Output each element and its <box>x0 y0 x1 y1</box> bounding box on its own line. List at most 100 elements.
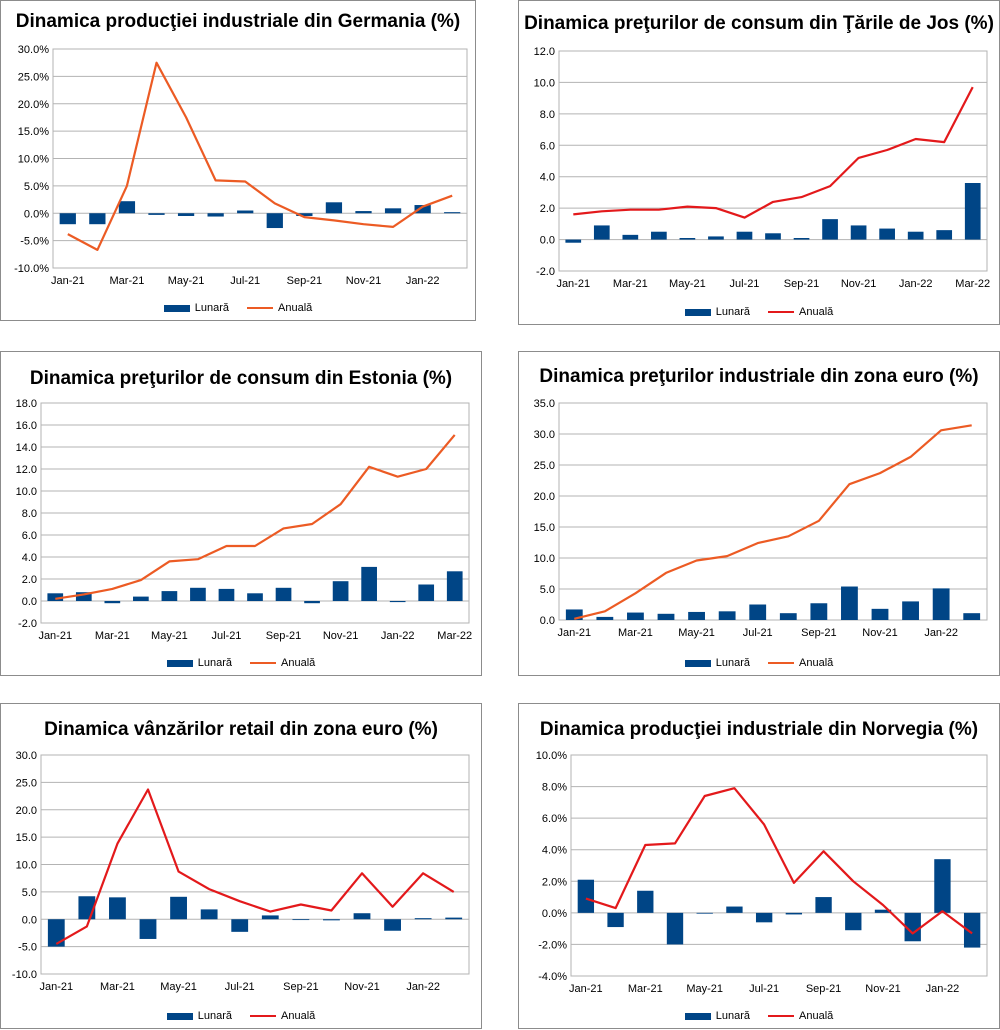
bar <box>879 229 895 240</box>
bar <box>444 212 460 213</box>
bar <box>908 232 924 240</box>
bar <box>780 613 797 620</box>
legend-item-annual: Anuală <box>250 657 315 669</box>
x-tick-label: Jul-21 <box>225 981 255 993</box>
legend-line-swatch <box>250 1015 276 1017</box>
y-tick-label: 10.0 <box>534 77 555 89</box>
y-tick-label: 30.0 <box>16 750 37 762</box>
x-tick-label: Jan-22 <box>406 275 440 287</box>
legend-label: Lunară <box>198 657 232 669</box>
x-tick-label: Nov-21 <box>862 627 897 639</box>
series-line-annual <box>55 435 454 599</box>
bar <box>109 897 126 919</box>
y-tick-label: -2.0 <box>18 618 37 630</box>
bar <box>267 213 283 228</box>
y-tick-label: 25.0% <box>18 71 49 83</box>
legend-label: Anuală <box>799 657 833 669</box>
legend-label: Lunară <box>198 1010 232 1022</box>
plot-frame <box>571 755 987 976</box>
y-tick-label: 25.0 <box>534 460 555 472</box>
y-tick-label: 0.0% <box>542 908 567 920</box>
x-tick-label: May-21 <box>669 278 706 290</box>
legend-label: Anuală <box>281 657 315 669</box>
x-tick-label: Jan-22 <box>381 630 415 642</box>
series-line-annual <box>68 63 452 250</box>
y-tick-label: 30.0 <box>534 429 555 441</box>
bar <box>178 213 194 216</box>
legend-bar-swatch <box>685 309 711 316</box>
y-tick-label: 10.0% <box>536 750 567 762</box>
bar <box>765 233 781 239</box>
legend-item-monthly: Lunară <box>685 657 750 669</box>
x-tick-label: Nov-21 <box>344 981 379 993</box>
y-tick-label: 15.0 <box>534 522 555 534</box>
legend-item-annual: Anuală <box>768 306 833 318</box>
y-tick-label: 12.0 <box>16 464 37 476</box>
bar <box>219 589 235 601</box>
bar <box>845 913 861 930</box>
x-tick-label: Jan-21 <box>38 630 72 642</box>
x-tick-label: Jul-21 <box>230 275 260 287</box>
x-tick-label: Sep-21 <box>806 983 841 995</box>
bar <box>201 909 218 919</box>
bar <box>578 880 594 913</box>
bar <box>622 235 638 240</box>
chart-plot: -2.00.02.04.06.08.010.012.014.016.018.0J… <box>1 352 483 677</box>
legend-item-monthly: Lunară <box>685 306 750 318</box>
bar <box>162 591 178 601</box>
legend-item-annual: Anuală <box>247 302 312 314</box>
x-tick-label: Nov-21 <box>323 630 358 642</box>
bar <box>119 201 135 213</box>
series-line-annual <box>574 425 971 619</box>
y-tick-label: 6.0 <box>22 530 37 542</box>
y-tick-label: 20.0% <box>18 99 49 111</box>
bar <box>170 897 187 919</box>
bar <box>627 613 644 620</box>
bar <box>447 571 463 601</box>
x-tick-label: Mar-21 <box>618 627 653 639</box>
y-tick-label: 10.0% <box>18 154 49 166</box>
legend-line-swatch <box>247 307 273 309</box>
bar <box>726 907 742 913</box>
bar <box>231 919 248 932</box>
x-tick-label: Jul-21 <box>211 630 241 642</box>
bar <box>333 581 349 601</box>
x-tick-label: Sep-21 <box>801 627 836 639</box>
x-tick-label: Mar-21 <box>628 983 663 995</box>
y-tick-label: 10.0 <box>16 486 37 498</box>
bar <box>208 213 224 216</box>
y-tick-label: 4.0% <box>542 845 567 857</box>
x-tick-label: Mar-22 <box>955 278 990 290</box>
y-tick-label: -4.0% <box>538 971 567 983</box>
x-tick-label: May-21 <box>678 627 715 639</box>
legend-item-annual: Anuală <box>768 657 833 669</box>
bar <box>851 225 867 239</box>
legend-item-monthly: Lunară <box>685 1010 750 1022</box>
bar <box>415 918 432 919</box>
y-tick-label: 6.0% <box>542 813 567 825</box>
series-line-annual <box>573 87 972 218</box>
y-tick-label: 16.0 <box>16 420 37 432</box>
x-tick-label: May-21 <box>151 630 188 642</box>
bar <box>607 913 623 927</box>
y-tick-label: 0.0 <box>22 596 37 608</box>
x-tick-label: Jan-22 <box>406 981 440 993</box>
bar <box>565 240 581 243</box>
x-tick-label: Jul-21 <box>743 627 773 639</box>
legend-label: Lunară <box>716 1010 750 1022</box>
bar <box>594 225 610 239</box>
x-tick-label: Jan-21 <box>557 627 591 639</box>
y-tick-label: -5.0 <box>18 942 37 954</box>
bar <box>148 213 164 215</box>
bar <box>872 609 889 620</box>
y-tick-label: 5.0 <box>22 887 37 899</box>
x-tick-label: Nov-21 <box>346 275 381 287</box>
x-tick-label: Sep-21 <box>266 630 301 642</box>
legend-item-monthly: Lunară <box>167 657 232 669</box>
chart-panel-eurozone-ppi: Dinamica preţurilor industriale din zona… <box>518 351 1000 676</box>
x-tick-label: Mar-21 <box>110 275 145 287</box>
legend-bar-swatch <box>167 1013 193 1020</box>
chart-panel-estonia-cpi: Dinamica preţurilor de consum din Estoni… <box>0 351 482 676</box>
y-tick-label: 2.0 <box>22 574 37 586</box>
